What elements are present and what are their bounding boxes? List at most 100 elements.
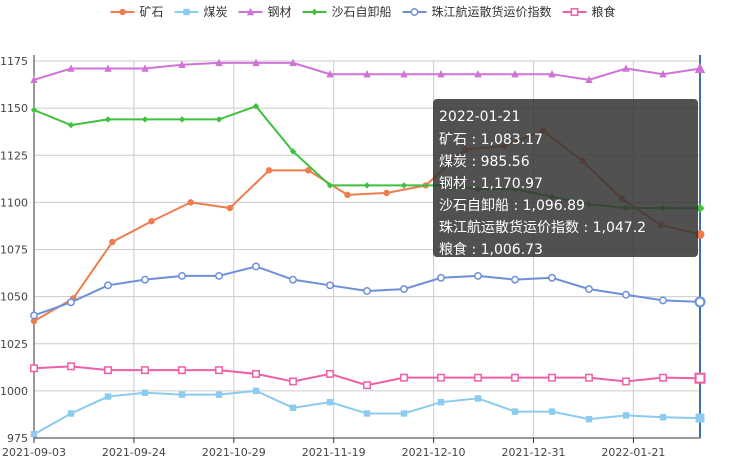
data-point	[187, 199, 194, 206]
data-point	[265, 167, 273, 174]
legend-item-3[interactable]: 沙石自卸船	[302, 4, 392, 19]
data-point	[104, 281, 112, 290]
data-point	[67, 362, 75, 371]
y-tick-label: 1050	[0, 291, 28, 304]
data-point	[548, 69, 556, 78]
y-tick-label: 1000	[0, 385, 28, 398]
data-point	[548, 273, 556, 282]
data-point	[570, 8, 579, 16]
legend-item-1[interactable]: 煤炭	[174, 5, 228, 19]
data-point	[30, 311, 38, 320]
data-point	[67, 298, 75, 307]
data-point	[178, 271, 186, 280]
data-point	[141, 116, 149, 123]
data-point	[246, 7, 255, 16]
data-point	[148, 218, 155, 225]
data-point	[30, 75, 38, 84]
data-point	[437, 398, 445, 406]
data-point	[178, 391, 186, 398]
y-tick-label: 975	[7, 432, 28, 445]
data-point	[585, 285, 593, 294]
data-point	[548, 408, 556, 415]
series-5	[30, 362, 706, 390]
data-point	[30, 364, 38, 373]
x-tick-label: 2021-11-19	[302, 446, 366, 459]
data-point	[289, 377, 297, 386]
data-point	[694, 372, 706, 384]
data-point	[183, 8, 190, 16]
data-point	[363, 410, 371, 417]
data-point	[474, 69, 482, 78]
tooltip-line: 钢材 : 1,170.97	[439, 176, 543, 192]
data-point	[363, 182, 371, 189]
data-point	[585, 75, 593, 84]
data-point	[289, 58, 297, 67]
data-point	[400, 373, 408, 382]
y-tick-label: 1075	[0, 244, 28, 257]
tooltip-line: 矿石 : 1,083.17	[439, 132, 543, 148]
data-point	[585, 415, 593, 423]
data-point	[400, 410, 408, 417]
legend-label: 粮食	[592, 4, 616, 19]
series-1	[30, 387, 705, 438]
data-point	[30, 317, 38, 325]
y-tick-label: 1100	[0, 196, 28, 209]
data-point	[659, 373, 667, 382]
data-point	[289, 404, 297, 412]
data-point	[622, 412, 630, 419]
data-point	[474, 373, 482, 382]
data-point	[178, 116, 186, 123]
legend-label: 钢材	[268, 5, 292, 19]
data-point	[659, 296, 667, 305]
data-point	[694, 62, 706, 74]
y-tick-label: 1025	[0, 338, 28, 351]
data-point	[694, 296, 706, 308]
x-tick-label: 2021-12-10	[402, 446, 466, 459]
axes: 975 1000 1025 1050 1075 1100 1125 1150 1175 2021-…	[0, 55, 701, 459]
data-point	[400, 69, 408, 78]
legend-item-0[interactable]: 矿石	[110, 5, 164, 19]
legend-item-2[interactable]: 钢材	[238, 5, 292, 19]
data-point	[363, 69, 371, 78]
legend[interactable]: 矿石 煤炭 钢材 沙石自卸船 珠江航运散货运价指数 粮食	[110, 4, 616, 19]
data-point	[215, 366, 223, 375]
data-point	[511, 373, 519, 382]
data-point	[67, 121, 75, 129]
data-point	[289, 275, 297, 284]
data-point	[226, 204, 234, 212]
legend-item-4[interactable]: 珠江航运散货运价指数	[402, 4, 552, 19]
legend-label: 沙石自卸船	[332, 4, 392, 19]
data-point	[104, 393, 112, 400]
data-point	[252, 369, 260, 378]
data-point	[104, 366, 112, 375]
data-point	[215, 391, 223, 398]
data-point	[326, 398, 334, 406]
data-point	[141, 275, 149, 284]
y-tick-label: 1125	[0, 149, 28, 162]
data-point	[622, 377, 630, 386]
data-point	[305, 167, 312, 174]
data-point	[695, 413, 705, 423]
data-point	[104, 116, 112, 123]
data-point	[622, 64, 630, 72]
data-point	[410, 8, 419, 16]
legend-item-5[interactable]: 粮食	[562, 4, 616, 19]
data-point	[659, 69, 667, 78]
data-point	[67, 64, 75, 72]
data-point	[252, 58, 260, 67]
data-point	[326, 281, 334, 290]
data-point	[511, 275, 519, 284]
tooltip: 2022-01-21 矿石 : 1,083.17 煤炭 : 985.56 钢材 : 1…	[433, 99, 698, 258]
legend-label: 煤炭	[204, 5, 228, 19]
data-point	[141, 64, 149, 72]
data-point	[109, 238, 116, 246]
data-point	[622, 290, 630, 299]
data-point	[178, 60, 186, 68]
data-point	[252, 103, 260, 110]
data-point	[363, 381, 371, 390]
data-point	[659, 414, 667, 421]
data-point	[215, 271, 223, 280]
data-point	[695, 203, 705, 213]
data-point	[383, 189, 390, 197]
